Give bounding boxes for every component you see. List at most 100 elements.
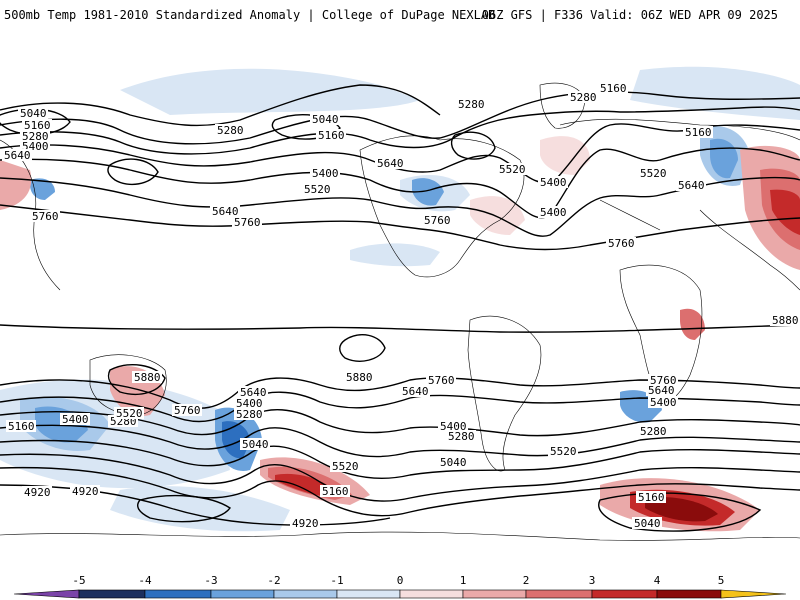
colorbar-segment: [591, 589, 658, 599]
pos-anomaly-area: [770, 189, 800, 235]
contour-5160-s: [0, 453, 800, 502]
colorbar-segment: [273, 589, 338, 599]
contour-label: 5400: [650, 396, 677, 409]
contour-label: 5160: [685, 126, 712, 139]
contour-label: 5040: [242, 438, 269, 451]
contour-label: 5760: [32, 210, 59, 223]
contour-5280-n: [0, 106, 800, 155]
contour-label: 4920: [72, 485, 99, 498]
colorbar-segment: [656, 589, 722, 599]
colorbar-segment-above-5: [720, 589, 787, 599]
contour-5400-s: [0, 424, 800, 458]
contour-label: 5520: [304, 183, 331, 196]
contour-label: 5160: [24, 119, 51, 132]
contour-label: 5400: [440, 420, 467, 433]
south-america-coast: [467, 315, 542, 472]
contour-label: 5640: [648, 384, 675, 397]
colorbar-segment-below-minus5: [13, 589, 80, 599]
contour-label: 5760: [174, 404, 201, 417]
colorbar-tick-labels: -5 -4 -3 -2 -1 0 1 2 3 4 5: [72, 574, 724, 587]
contour-label: 5160: [600, 82, 627, 95]
contour-label: 5640: [240, 386, 267, 399]
contour-label: 5160: [638, 491, 665, 504]
contour-5520-s: [0, 409, 800, 437]
contour-label: 5640: [377, 157, 404, 170]
antarctica-coast: [0, 531, 800, 541]
colorbar-tick: 1: [460, 574, 467, 587]
neg-anomaly-area: [350, 243, 440, 267]
north-america-coast: [359, 135, 525, 278]
contour-label: 5640: [212, 205, 239, 218]
colorbar-tick: -2: [267, 574, 280, 587]
contour-label: 5280: [236, 408, 263, 421]
contour-label: 5640: [678, 179, 705, 192]
contour-5160-closed-hudson: [450, 131, 496, 160]
contour-5760-s: [0, 377, 800, 409]
contour-label: 5040: [312, 113, 339, 126]
contour-label: 5280: [22, 130, 49, 143]
contour-label: 5280: [570, 91, 597, 104]
contour-label: 5520: [550, 445, 577, 458]
contour-label: 5160: [322, 485, 349, 498]
contour-label: 5880: [346, 371, 373, 384]
colorbar-tick: -4: [138, 574, 152, 587]
australia-coast: [89, 354, 167, 416]
colorbar-tick: 0: [397, 574, 404, 587]
contour-5880-aus: [107, 364, 166, 396]
contour-5040-closed-ant: [598, 492, 762, 532]
colorbar-bar: [13, 589, 787, 599]
contour-label: 5280: [640, 425, 667, 438]
contour-label: 4920: [292, 517, 319, 530]
contour-label: 5640: [4, 149, 31, 162]
contour-4920-closed: [137, 494, 231, 523]
contour-5400-n: [0, 123, 800, 184]
colorbar-tick: 5: [718, 574, 725, 587]
contour-label: 5760: [424, 214, 451, 227]
colorbar-tick: 2: [523, 574, 530, 587]
contour-label: 5520: [499, 163, 526, 176]
contour-label: 5280: [217, 124, 244, 137]
contour-label: 5400: [540, 206, 567, 219]
contour-label: 5400: [236, 397, 263, 410]
contour-5880-s: [0, 324, 800, 333]
contour-5880-closed: [339, 334, 386, 362]
anomaly-map: 5040 5160 5280 5400 5640 5760 5280 5160 …: [0, 66, 800, 541]
contour-label: 5520: [116, 407, 143, 420]
pos-anomaly-area: [645, 496, 718, 522]
contour-label: 5520: [332, 460, 359, 473]
greenland-coast: [539, 82, 586, 129]
colorbar-segment: [462, 589, 527, 599]
contour-5160-closed-np: [107, 158, 159, 186]
contour-5040-s: [0, 466, 800, 517]
contour-label: 5040: [634, 517, 661, 530]
contour-label: 4920: [24, 486, 51, 499]
contour-label: 5040: [20, 107, 47, 120]
contour-label: 5400: [540, 176, 567, 189]
contour-label: 5520: [640, 167, 667, 180]
contour-label: 5880: [772, 314, 799, 327]
map-title: 500mb Temp 1981-2010 Standardized Anomal…: [4, 8, 496, 22]
colorbar-tick: 4: [654, 574, 661, 587]
contour-label: 5760: [428, 374, 455, 387]
pos-anomaly-area: [0, 160, 32, 210]
contour-label: 5400: [62, 413, 89, 426]
contour-5160-n: [0, 91, 800, 145]
colorbar-segment: [399, 589, 464, 599]
pos-anomaly-area: [540, 136, 590, 175]
contour-5520-n: [0, 147, 800, 219]
neg-anomaly-area: [412, 178, 444, 206]
contour-label: 5280: [448, 430, 475, 443]
pos-anomaly-area: [680, 308, 705, 340]
height-contours: [0, 84, 800, 532]
contour-label: 5880: [134, 371, 161, 384]
colorbar-segment: [78, 589, 146, 599]
colorbar-tick: 3: [589, 574, 596, 587]
colorbar-tick: -5: [72, 574, 85, 587]
contour-5040-n: [0, 84, 441, 127]
contour-label: 5160: [318, 129, 345, 142]
contour-labels: 5040 5160 5280 5400 5640 5760 5280 5160 …: [2, 82, 800, 530]
contour-5760-n: [0, 204, 800, 251]
neg-anomaly-area: [120, 68, 420, 115]
contour-label: 5400: [312, 167, 339, 180]
pos-anomaly-area: [470, 196, 525, 235]
